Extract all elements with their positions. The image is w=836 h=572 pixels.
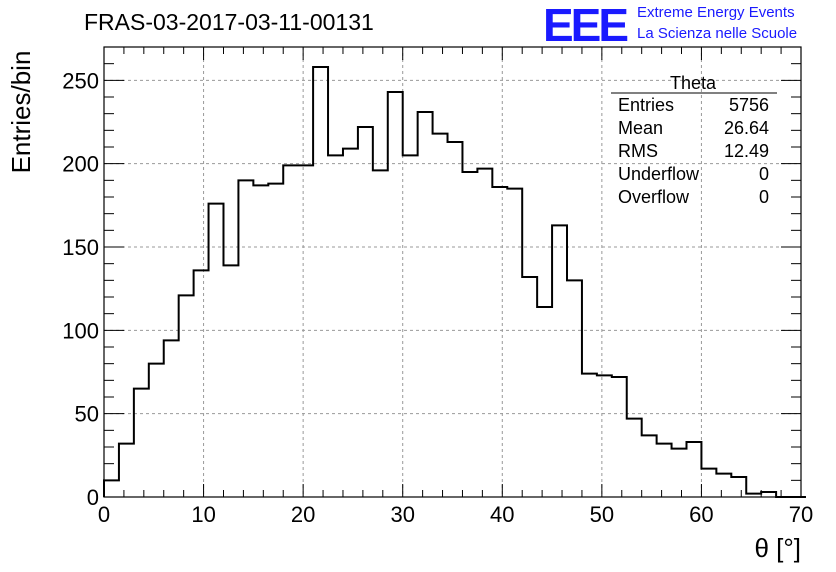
y-tick-label: 250 [62,68,99,93]
y-axis-title: Entries/bin [6,51,36,174]
x-tick-label: 20 [291,502,315,527]
logo-line-2: La Scienza nelle Scuole [637,25,798,42]
stats-row-value: 26.64 [724,118,769,138]
stats-box: Theta Entries 5756 Mean 26.64 RMS 12.49 Underf… [611,73,777,207]
x-tick-label: 60 [689,502,713,527]
stats-row-label: Mean [618,118,663,138]
stats-row-label: RMS [618,141,658,161]
stats-row-label: Underflow [618,164,700,184]
y-tick-label: 50 [75,402,99,427]
grid-lines [104,47,801,497]
y-tick-label: 0 [87,485,99,510]
eee-logo: EEE [543,0,629,51]
stats-row-label: Overflow [618,187,690,207]
x-tick-label: 0 [98,502,110,527]
x-axis-title: θ [°] [754,533,801,563]
plot-title: FRAS-03-2017-03-11-00131 [84,9,374,35]
x-tick-label: 30 [390,502,414,527]
logo-line-1: Extreme Energy Events [637,4,795,21]
histogram-step-line [103,66,806,498]
y-tick-label: 150 [62,235,99,260]
x-tick-label: 50 [590,502,614,527]
stats-row-value: 5756 [729,95,769,115]
x-tick-label: 10 [191,502,215,527]
y-tick-label: 100 [62,318,99,343]
stats-name: Theta [670,73,717,93]
stats-row-value: 0 [759,187,769,207]
stats-row-value: 12.49 [724,141,769,161]
plot-frame [103,46,802,498]
y-tick-label: 200 [62,152,99,177]
stats-row-label: Entries [618,95,674,115]
axis-ticks [103,46,802,498]
x-tick-label: 70 [789,502,813,527]
stats-rows: Entries 5756 Mean 26.64 RMS 12.49 Underflow 0 Ov… [618,95,769,207]
tick-labels: 0 10 20 30 40 50 60 70 0 50 100 150 200 250 [62,68,813,527]
stats-row-value: 0 [759,164,769,184]
x-tick-label: 40 [490,502,514,527]
